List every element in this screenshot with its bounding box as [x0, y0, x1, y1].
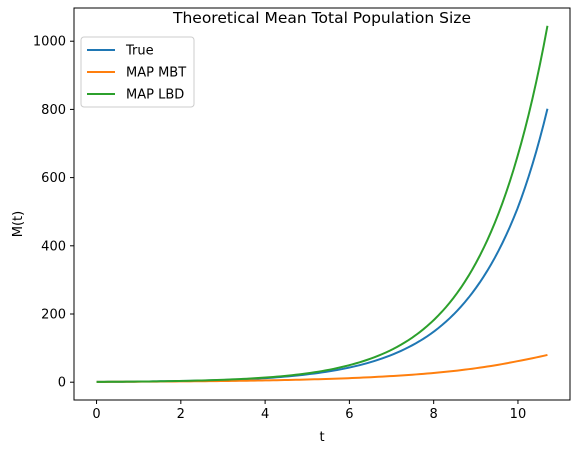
legend-box: [80, 36, 195, 108]
x-tick-label: 10: [510, 407, 527, 422]
x-tick-label: 0: [92, 407, 100, 422]
y-axis-label: M(t): [11, 211, 26, 237]
y-tick-label: 1000: [33, 35, 66, 50]
y-tick-label: 800: [41, 103, 66, 118]
x-tick-label: 6: [345, 407, 353, 422]
y-tick-label: 200: [41, 308, 66, 323]
y-tick-label: 0: [58, 376, 66, 391]
chart-title: Theoretical Mean Total Population Size: [172, 9, 471, 27]
series-layer: [96, 25, 549, 383]
series-line-map-lbd: [96, 25, 549, 383]
legend-items: True MAP MBT MAP LBD: [87, 44, 186, 103]
x-tick-label: 2: [177, 407, 185, 422]
legend-label: MAP MBT: [126, 66, 186, 81]
legend-label: MAP LBD: [126, 88, 184, 103]
y-tick-label: 400: [41, 239, 66, 254]
x-tick-label: 8: [430, 407, 438, 422]
y-tick-label: 600: [41, 171, 66, 186]
legend: True MAP MBT MAP LBD: [80, 36, 195, 108]
x-tick-label: 4: [261, 407, 269, 422]
x-axis-label: t: [319, 430, 324, 445]
y-axis: 0 200 400 600 800 1000: [33, 35, 74, 391]
plot-frame: [73, 7, 571, 401]
series-line-map-mbt: [96, 353, 548, 383]
series-line-true: [96, 108, 549, 383]
x-axis: 0 2 4 6 8 10: [92, 400, 526, 422]
plot-area: [73, 7, 571, 401]
legend-label: True: [125, 44, 154, 59]
